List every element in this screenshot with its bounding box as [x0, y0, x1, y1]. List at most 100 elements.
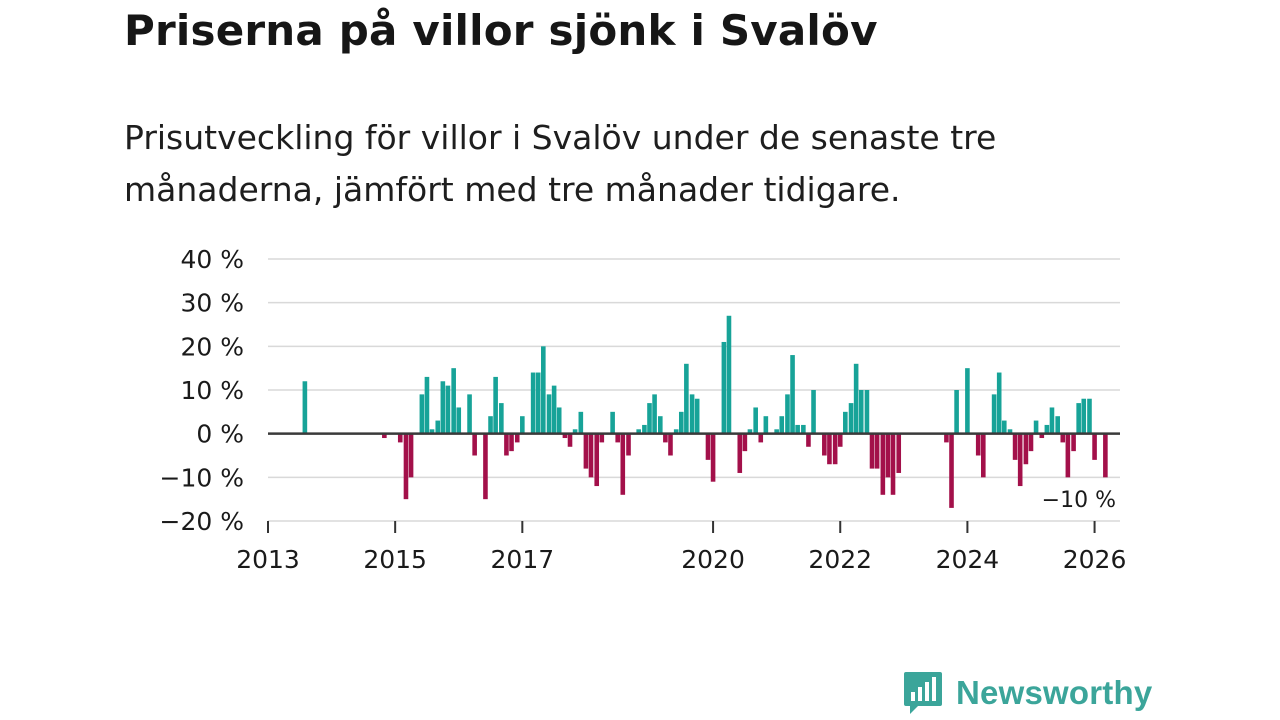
- bar: [642, 424, 647, 434]
- chart-subtitle: Prisutveckling för villor i Svalöv under…: [124, 118, 997, 209]
- bar: [472, 433, 477, 456]
- bar: [678, 411, 684, 434]
- bar: [520, 416, 525, 434]
- bar: [975, 433, 981, 456]
- bar: [774, 429, 779, 434]
- bar: [737, 433, 743, 473]
- bar: [397, 433, 403, 443]
- bar: [382, 433, 387, 439]
- x-tick-label: 2026: [1063, 545, 1127, 574]
- bar: [689, 394, 695, 434]
- bar: [1060, 433, 1066, 443]
- bar: [451, 368, 456, 434]
- y-tick-label: 10 %: [180, 376, 244, 405]
- x-tick-label: 2015: [363, 545, 427, 574]
- bar: [467, 394, 472, 434]
- bar: [626, 433, 631, 456]
- bar: [954, 390, 959, 434]
- bar: [726, 315, 732, 434]
- bar: [408, 433, 414, 478]
- bar: [663, 433, 668, 443]
- annotations: −10 %: [1042, 488, 1116, 513]
- bar: [991, 394, 997, 434]
- y-tick-label: −20 %: [160, 507, 244, 536]
- bar: [837, 433, 843, 447]
- bar: [435, 420, 441, 434]
- newsworthy-logo[interactable]: Newsworthy: [902, 670, 1152, 716]
- bar: [864, 390, 870, 434]
- bar: [874, 433, 880, 469]
- bar: [721, 341, 727, 434]
- bar: [801, 424, 806, 434]
- bar: [583, 433, 589, 469]
- bar: [530, 372, 536, 434]
- bar: [1055, 416, 1060, 434]
- bar: [1049, 407, 1055, 434]
- bar: [456, 407, 462, 434]
- bar: [779, 416, 785, 434]
- last-value-label: −10 %: [1042, 488, 1116, 513]
- bar: [610, 411, 615, 434]
- bar: [658, 416, 663, 434]
- bar: [890, 433, 896, 495]
- bar: [747, 429, 753, 434]
- bar: [403, 433, 409, 500]
- bar: [896, 433, 902, 473]
- bar: [790, 355, 795, 434]
- bar: [445, 385, 451, 434]
- bar: [869, 433, 875, 469]
- bar: [647, 403, 652, 434]
- bar: [567, 433, 573, 447]
- bars: [302, 315, 1108, 508]
- bar: [588, 433, 594, 478]
- bar: [594, 433, 600, 487]
- bar: [599, 433, 605, 443]
- bar: [858, 390, 864, 434]
- bar: [880, 433, 886, 495]
- bar: [1071, 433, 1076, 452]
- chart-title: Priserna på villor sjönk i Svalöv: [124, 6, 878, 55]
- y-tick-label: −10 %: [160, 463, 244, 492]
- bar: [965, 368, 970, 434]
- bar: [1017, 433, 1023, 487]
- y-axis-labels: 40 % 30 % 20 % 10 % 0 % −10 % −20 %: [160, 245, 244, 536]
- newsworthy-bars-icon: [904, 672, 942, 714]
- bar: [684, 363, 689, 434]
- bar: [424, 376, 430, 434]
- bar: [504, 433, 509, 456]
- bar: [562, 433, 568, 439]
- bar: [763, 416, 769, 434]
- y-tick-label: 30 %: [180, 289, 244, 318]
- gridlines: [268, 258, 1120, 522]
- bar: [578, 411, 584, 434]
- bar: [1081, 398, 1087, 434]
- y-tick-label: 0 %: [196, 420, 244, 449]
- bar: [1039, 433, 1045, 439]
- bar: [1023, 433, 1029, 465]
- bar: [493, 376, 498, 434]
- bar: [832, 433, 838, 465]
- bar: [1007, 429, 1013, 434]
- bar: [885, 433, 891, 478]
- bar: [440, 381, 446, 434]
- x-axis: 2013 2015 2017 2020 2022 2024 2026: [236, 521, 1126, 574]
- bar: [785, 394, 790, 434]
- bar: [1092, 433, 1097, 460]
- bar: [556, 407, 562, 434]
- bar: [1001, 420, 1007, 434]
- bar: [1028, 433, 1034, 452]
- x-tick-label: 2022: [808, 545, 872, 574]
- x-tick-label: 2020: [681, 545, 745, 574]
- bar: [758, 433, 764, 443]
- bar: [996, 372, 1002, 434]
- bar: [1087, 398, 1092, 434]
- bar: [509, 433, 514, 452]
- y-tick-label: 20 %: [180, 332, 244, 361]
- bar: [615, 433, 621, 443]
- bar-chart: 40 %30 %20 %10 %0 %−10 %−20 % 2013 2015 20…: [160, 245, 1127, 574]
- bar: [1076, 403, 1081, 434]
- bar: [551, 385, 557, 434]
- bar: [499, 403, 504, 434]
- bar: [535, 372, 541, 434]
- bar: [806, 433, 811, 447]
